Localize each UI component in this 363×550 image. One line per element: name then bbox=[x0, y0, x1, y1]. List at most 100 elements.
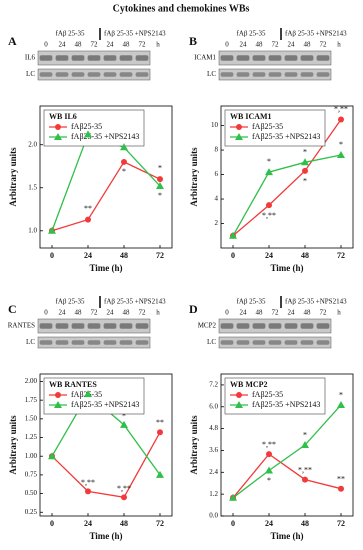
blot-band bbox=[300, 323, 314, 329]
y-tick-label: 0.25 bbox=[25, 508, 38, 516]
legend-marker bbox=[54, 401, 62, 408]
blot-band bbox=[55, 340, 69, 345]
marker bbox=[85, 216, 91, 223]
series-line bbox=[51, 431, 161, 499]
x-tick-label: 48 bbox=[120, 519, 128, 528]
blot-band bbox=[103, 340, 117, 345]
blot-lane-label: 72 bbox=[139, 41, 147, 49]
blot-band bbox=[55, 323, 69, 329]
blot-band bbox=[119, 340, 133, 345]
annotation: *,** bbox=[262, 440, 276, 449]
y-tick-label: 0.50 bbox=[25, 489, 38, 497]
blot-lane-label: 24 bbox=[288, 41, 296, 49]
annotation: * bbox=[303, 431, 307, 440]
legend-label: fAβ25-35 bbox=[252, 122, 283, 131]
blot-band bbox=[220, 72, 234, 77]
blot-band bbox=[103, 323, 117, 329]
y-tick-label: 0.0 bbox=[209, 512, 218, 520]
panel-letter: D bbox=[189, 302, 198, 316]
y-axis-label: Arbitrary units bbox=[189, 415, 199, 475]
blot-lane-label: 24 bbox=[107, 41, 115, 49]
blot-lane-label: 72 bbox=[320, 309, 328, 317]
y-tick-label: 2 bbox=[215, 219, 219, 227]
blot-lane-label: 72 bbox=[320, 41, 328, 49]
legend-label: fAβ25-35 +NPS2143 bbox=[71, 400, 139, 409]
annotation: * bbox=[267, 157, 271, 166]
annotation: * bbox=[158, 164, 162, 173]
legend-marker bbox=[236, 124, 242, 130]
marker bbox=[338, 485, 344, 492]
blot-band bbox=[71, 72, 85, 77]
blot-band bbox=[252, 340, 266, 345]
x-tick-label: 48 bbox=[301, 519, 309, 528]
blot-band bbox=[71, 55, 85, 61]
blot-row-label: RANTES bbox=[8, 322, 35, 330]
blot-lane-label: 24 bbox=[240, 309, 248, 317]
blot-band bbox=[284, 55, 298, 61]
annotation: ** bbox=[337, 474, 345, 483]
blot-lane-label: 0 bbox=[225, 309, 229, 317]
blot-group-label: fAβ 25-35 +NPS2143 bbox=[285, 30, 347, 38]
blot-lane-label: 48 bbox=[304, 309, 312, 317]
blot-lane-label: 48 bbox=[256, 41, 264, 49]
blot-band bbox=[284, 323, 298, 329]
annotation: *,** bbox=[81, 478, 95, 487]
legend-marker bbox=[55, 124, 61, 130]
blot-row-label: LC bbox=[26, 70, 35, 78]
marker bbox=[302, 476, 308, 483]
blot-band bbox=[119, 55, 133, 61]
annotation: * bbox=[339, 391, 343, 400]
series-line bbox=[232, 154, 342, 237]
figure-title: Cytokines and chemokines WBs bbox=[113, 3, 250, 14]
blot-row-label: LC bbox=[26, 338, 35, 346]
blot-band bbox=[220, 340, 234, 345]
blot-band bbox=[55, 55, 69, 61]
blot-lane-label: h bbox=[156, 309, 160, 317]
blot-lane-label: 24 bbox=[59, 309, 67, 317]
blot-band bbox=[316, 323, 330, 329]
y-tick-label: 2.00 bbox=[25, 377, 38, 385]
marker bbox=[85, 488, 91, 495]
annotation: * bbox=[303, 147, 307, 156]
y-tick-label: 1.00 bbox=[25, 452, 38, 460]
blot-lane-label: 48 bbox=[256, 309, 264, 317]
legend-marker bbox=[54, 133, 62, 140]
y-axis-label: Arbitrary units bbox=[189, 147, 199, 207]
blot-lane-label: 72 bbox=[91, 309, 99, 317]
blot-band bbox=[252, 323, 266, 329]
x-tick-label: 72 bbox=[337, 251, 345, 260]
annotation: ** bbox=[84, 204, 92, 213]
blot-band bbox=[252, 72, 266, 77]
marker bbox=[84, 390, 92, 398]
blot-band bbox=[220, 55, 234, 61]
blot-band bbox=[103, 55, 117, 61]
blot-group-label: fAβ 25-35 bbox=[55, 298, 85, 306]
blot-lane-label: 48 bbox=[304, 41, 312, 49]
y-tick-label: 1.75 bbox=[25, 396, 38, 404]
blot-band bbox=[268, 340, 282, 345]
marker bbox=[120, 143, 128, 151]
blot-band bbox=[39, 72, 53, 77]
plot-frame bbox=[39, 105, 173, 249]
marker bbox=[121, 494, 127, 501]
marker bbox=[265, 466, 273, 474]
blot-band bbox=[39, 55, 53, 61]
marker bbox=[120, 420, 128, 428]
blot-lane-label: 24 bbox=[107, 309, 115, 317]
blot-band bbox=[55, 72, 69, 77]
marker bbox=[301, 158, 309, 166]
marker bbox=[121, 158, 127, 165]
marker bbox=[337, 150, 345, 158]
annotation: * bbox=[303, 177, 307, 186]
series-line bbox=[51, 161, 161, 232]
blot-lane-label: 24 bbox=[288, 309, 296, 317]
y-tick-label: 10 bbox=[211, 121, 219, 129]
y-tick-label: 1.25 bbox=[25, 433, 38, 441]
x-axis-label: Time (h) bbox=[89, 263, 122, 273]
legend-marker bbox=[235, 133, 243, 140]
blot-lane-label: 48 bbox=[75, 41, 83, 49]
panel-letter: C bbox=[8, 302, 17, 316]
y-tick-label: 1.5 bbox=[28, 183, 37, 191]
